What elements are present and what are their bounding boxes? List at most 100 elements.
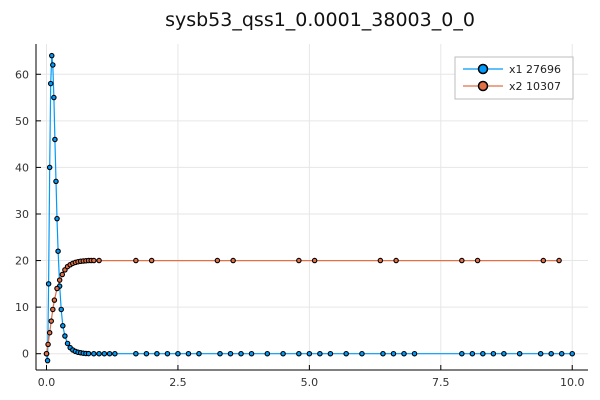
- series-0-point-61: [558, 350, 565, 357]
- series-1-point-8: [59, 271, 66, 278]
- series-0-point-8: [52, 136, 58, 143]
- x-tick-label-4: 10.0: [560, 376, 585, 389]
- series-0-point-5: [49, 52, 55, 59]
- y-tick-label-6: 60: [15, 68, 29, 81]
- series-0-point-50: [390, 350, 397, 357]
- series-0-point-36: [196, 350, 202, 357]
- series-1-point-1: [45, 341, 51, 348]
- series-0-point-56: [490, 350, 497, 357]
- series-0-point-26: [96, 350, 102, 357]
- series-0-point-11: [55, 248, 61, 254]
- series-0-point-40: [248, 350, 255, 357]
- legend-box: [454, 56, 574, 100]
- series-0-point-16: [64, 340, 71, 347]
- y-tick-label-0: 0: [22, 348, 29, 361]
- series-0-point-57: [501, 350, 507, 357]
- series-0-point-34: [175, 350, 181, 357]
- series-0-point-37: [217, 350, 223, 357]
- y-tick-label-2: 20: [15, 255, 29, 268]
- series-0-point-62: [569, 350, 575, 357]
- y-tick-label-3: 30: [15, 208, 29, 221]
- series-0-point-48: [359, 350, 365, 357]
- x-tick-label-2: 5.0: [301, 376, 319, 389]
- series-0-point-2: [45, 281, 52, 287]
- series-0-point-30: [133, 350, 139, 357]
- y-tick-label-4: 40: [15, 161, 29, 174]
- series-1-point-26: [296, 257, 302, 264]
- series-1-point-24: [214, 257, 221, 264]
- x-tick-label-1: 2.5: [169, 376, 187, 389]
- series-0-point-58: [516, 350, 523, 357]
- series-1-point-27: [311, 257, 318, 264]
- series-1-point-23: [148, 257, 155, 264]
- series-1-point-3: [48, 318, 54, 324]
- series-1-point-20: [91, 257, 97, 264]
- series-0-point-52: [411, 350, 418, 357]
- series-1-point-0: [43, 350, 50, 357]
- series-0-point-35: [185, 350, 192, 357]
- series-0-point-9: [53, 178, 59, 185]
- legend: x1 27696 x2 10307: [454, 56, 574, 100]
- series-0-point-4: [47, 80, 54, 87]
- y-axis-ticks: 0 10 20 30 40 50 60: [15, 68, 41, 361]
- series-0-point-15: [62, 333, 68, 339]
- chart-title: sysb53_qss1_0.0001_38003_0_0: [165, 9, 475, 31]
- series-0-point-44: [306, 350, 313, 357]
- series-0-point-7: [51, 94, 57, 101]
- series-0-point-24: [85, 350, 92, 357]
- series-0-point-54: [469, 350, 476, 357]
- series-1-point-2: [46, 329, 53, 336]
- series-0-point-49: [380, 350, 386, 357]
- series-1-point-33: [556, 257, 562, 264]
- series-0-point-46: [327, 350, 334, 357]
- series-0-point-32: [154, 350, 160, 357]
- series-0-point-51: [401, 350, 407, 357]
- series-1-point-5: [51, 297, 58, 303]
- series-0-point-43: [296, 350, 302, 357]
- series-0-point-53: [459, 350, 465, 357]
- series-0-point-41: [264, 350, 271, 357]
- series-0-point-45: [317, 350, 323, 357]
- legend-label-1: x2 10307: [509, 80, 561, 93]
- legend-marker-0: [477, 63, 489, 75]
- series-0-point-27: [101, 350, 108, 357]
- legend-marker-1: [477, 80, 489, 92]
- series-0-point-31: [143, 350, 150, 357]
- series-1-point-29: [393, 257, 399, 264]
- series-0-point-28: [106, 350, 113, 357]
- series-1-point-22: [133, 257, 139, 264]
- series-0-point-39: [238, 350, 244, 357]
- series-0-point-1: [44, 357, 51, 364]
- series-0-point-60: [548, 350, 554, 357]
- series-0-point-3: [46, 164, 53, 171]
- series-0-point-55: [480, 350, 486, 357]
- series-1-point-4: [50, 306, 56, 313]
- series-1-point-31: [474, 257, 481, 264]
- series-1-point-6: [54, 285, 60, 292]
- series-0-point-47: [343, 350, 349, 357]
- series-0-point-14: [60, 323, 66, 329]
- series-1-point-32: [540, 257, 547, 264]
- x-axis-ticks: 0.0 2.5 5.0 7.5 10.0: [38, 365, 585, 389]
- series-0-point-33: [164, 350, 171, 357]
- series-1-point-7: [56, 277, 63, 283]
- series-0-point-6: [50, 62, 56, 68]
- series-0-point-59: [537, 350, 544, 357]
- x-tick-label-0: 0.0: [38, 376, 56, 389]
- series-points: [43, 52, 575, 364]
- plot-frame: [35, 44, 588, 371]
- series-0-point-42: [280, 350, 286, 357]
- series-0-point-38: [227, 350, 234, 357]
- series-1-point-21: [96, 257, 102, 264]
- y-tick-label-1: 10: [15, 301, 29, 314]
- series-1-point-30: [459, 257, 465, 264]
- series-1-point-28: [377, 257, 384, 264]
- legend-label-0: x1 27696: [509, 63, 561, 76]
- series-0-point-29: [112, 350, 118, 357]
- series-0-point-10: [54, 215, 60, 222]
- series-0-point-13: [58, 306, 64, 313]
- series-0-point-25: [91, 350, 97, 357]
- x-tick-label-3: 7.5: [432, 376, 450, 389]
- series-1-point-25: [230, 257, 236, 264]
